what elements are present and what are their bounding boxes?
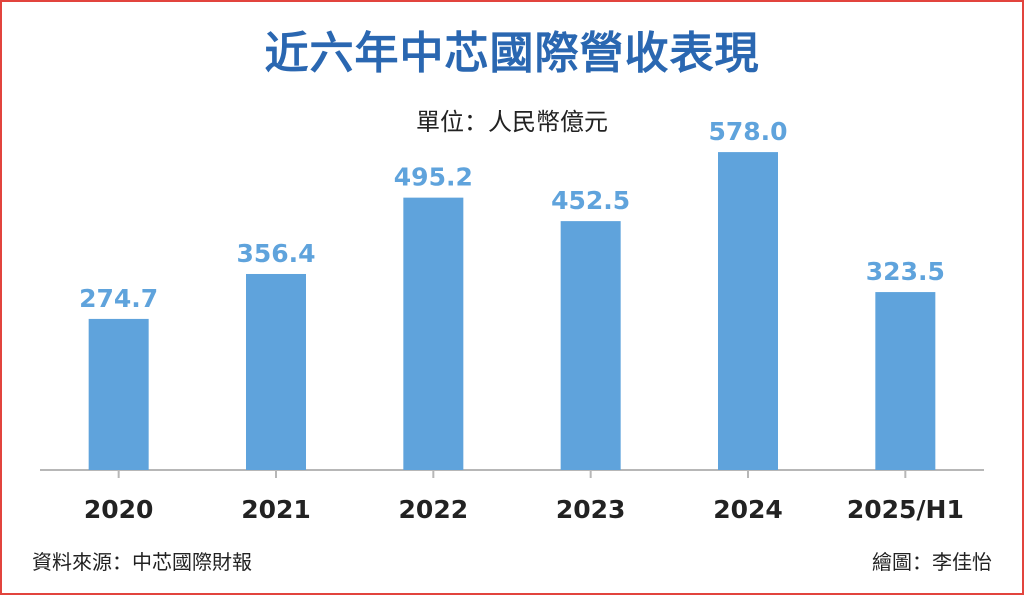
bar-2020 (88, 318, 149, 470)
bar-2023 (560, 221, 621, 470)
value-label: 356.4 (236, 239, 315, 268)
bar-2021 (246, 273, 306, 470)
bar-chart: 274.7 2020 356.4 2021 495.2 2022 452.5 2023 578.… (40, 117, 984, 524)
bar-2022 (403, 197, 464, 470)
category-label: 2024 (713, 495, 783, 524)
source-note: 資料來源：中芯國際財報 (32, 550, 252, 574)
credit-note: 繪圖：李佳怡 (872, 550, 992, 574)
category-label: 2025/H1 (847, 495, 964, 524)
value-label: 274.7 (79, 284, 158, 313)
category-label: 2022 (399, 495, 469, 524)
bar-2025-H1 (875, 292, 936, 470)
value-label: 452.5 (551, 186, 630, 215)
category-label: 2021 (241, 495, 311, 524)
bar-2024 (718, 152, 778, 470)
value-label: 323.5 (866, 257, 945, 286)
value-label: 495.2 (394, 163, 473, 192)
chart-title: 近六年中芯國際營收表現 (264, 28, 760, 79)
value-label: 578.0 (708, 117, 787, 146)
category-label: 2023 (556, 495, 626, 524)
category-label: 2020 (84, 495, 154, 524)
unit-label: 單位：人民幣億元 (416, 108, 608, 136)
